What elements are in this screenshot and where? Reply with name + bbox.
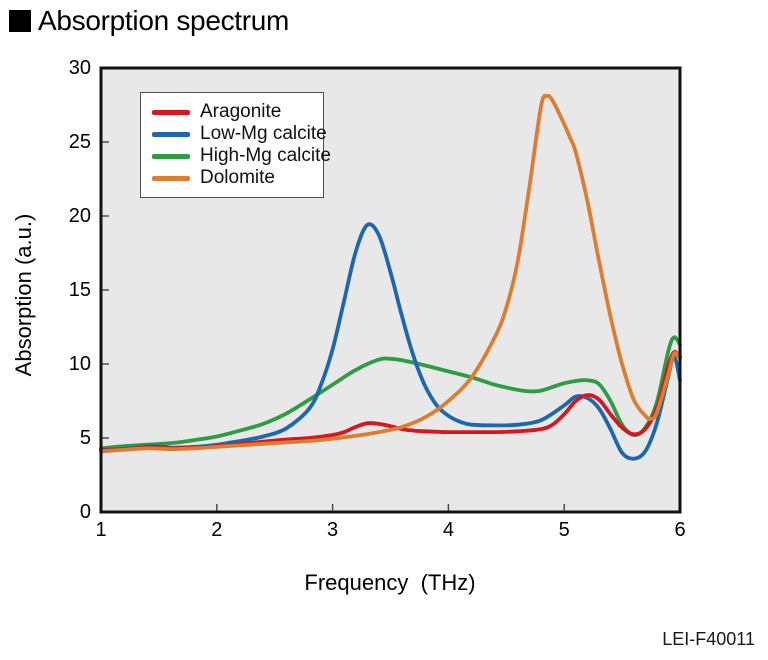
y-tick-label: 20 (68, 205, 91, 227)
legend-label: High-Mg calcite (200, 145, 331, 166)
y-tick-label: 15 (68, 279, 91, 301)
legend-item-aragonite: Aragonite (152, 101, 323, 123)
low-mg-calcite-line-swatch-icon (152, 131, 190, 137)
dolomite-line-swatch-icon (152, 175, 190, 181)
legend-label: Aragonite (200, 101, 282, 122)
x-tick-label: 2 (211, 519, 223, 541)
x-axis-title: Frequency (THz) (304, 570, 476, 595)
page-title-text: Absorption spectrum (38, 5, 290, 36)
legend-label: Dolomite (200, 167, 275, 188)
figure-code: LEI-F40011 (662, 629, 755, 649)
y-tick-label: 10 (68, 353, 91, 375)
aragonite-line-swatch-icon (152, 109, 190, 115)
curve-low-mg-calcite (99, 222, 682, 461)
x-tick-label: 3 (327, 519, 339, 541)
legend: Aragonite Low-Mg calcite High-Mg calcite… (140, 92, 331, 198)
legend-item-high-mg-calcite: High-Mg calcite (152, 145, 331, 167)
title-bullet-square-icon (9, 10, 31, 32)
legend-label: Low-Mg calcite (200, 123, 327, 144)
plot-frame (99, 66, 682, 514)
y-tick-label: 5 (79, 427, 91, 449)
legend-item-low-mg-calcite: Low-Mg calcite (152, 123, 327, 145)
y-tick-label: 0 (79, 501, 91, 523)
y-tick-label: 25 (68, 131, 91, 153)
x-tick-label: 5 (558, 519, 570, 541)
legend-item-dolomite: Dolomite (152, 167, 323, 189)
x-tick-label: 6 (674, 519, 686, 541)
x-tick-label: 1 (95, 519, 107, 541)
x-tick-label: 4 (442, 519, 454, 541)
y-axis-title: Absorption (a.u.) (11, 213, 36, 377)
high-mg-calcite-line-swatch-icon (152, 153, 190, 159)
y-tick-label: 30 (68, 57, 91, 79)
page-title: Absorption spectrum (9, 5, 289, 37)
curve-dolomite (99, 93, 682, 454)
